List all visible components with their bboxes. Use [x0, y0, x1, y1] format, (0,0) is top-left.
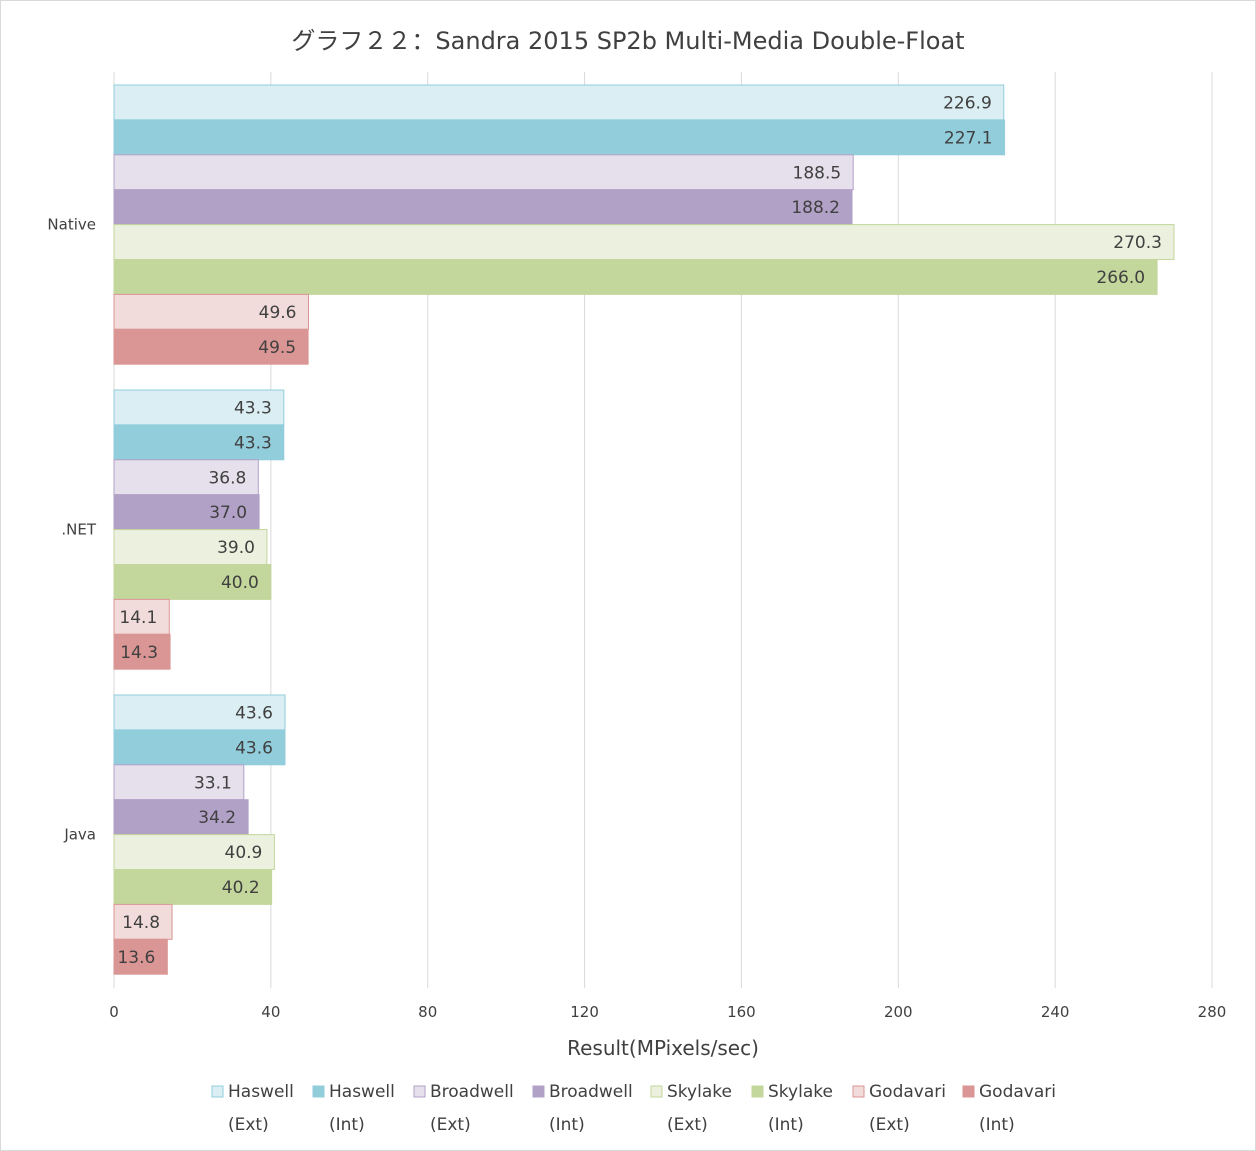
bar-java-4: [113, 834, 275, 870]
x-tick-label: 160: [727, 1003, 756, 1021]
legend-label: Skylake: [768, 1082, 833, 1102]
data-label: 270.3: [1113, 233, 1162, 253]
legend: Haswell (Ext) Haswell (Int) Broadwell (Ext) Br…: [211, 1082, 1056, 1135]
data-label: 40.2: [222, 878, 260, 898]
data-label: 49.6: [259, 303, 297, 323]
legend-label-sub: (Ext): [667, 1115, 708, 1135]
bar-java-6: [113, 903, 173, 940]
bar-net-1: [113, 424, 285, 461]
data-labels: 226.9 227.1 188.5 188.2 270.3 266.0 49.6 49.5 43…: [117, 93, 1161, 967]
legend-label: Broadwell: [430, 1082, 514, 1102]
bar-net-0: [113, 389, 285, 426]
bar-net-2: [113, 459, 259, 496]
legend-label-sub: (Int): [768, 1115, 804, 1135]
x-tick-label: 200: [884, 1003, 913, 1021]
legend-label: Haswell: [329, 1082, 395, 1102]
data-label: 39.0: [217, 538, 255, 558]
x-tick-label: 280: [1198, 1003, 1227, 1021]
bar-native-7: [113, 328, 309, 365]
bar-native-2: [113, 154, 854, 191]
bar-net-3: [113, 494, 260, 531]
category-labels: Native .NET Java: [47, 216, 96, 844]
bar-native-0: [113, 84, 1005, 121]
data-label: 43.3: [234, 398, 272, 418]
data-label: 49.5: [258, 338, 296, 358]
data-label: 43.6: [235, 703, 273, 723]
legend-label: Haswell: [228, 1082, 294, 1102]
data-label: 14.1: [119, 608, 157, 628]
legend-swatch: [312, 1085, 325, 1098]
bar-native-5: [113, 259, 1158, 295]
legend-label: Godavari: [869, 1082, 946, 1102]
bar-java-7: [113, 938, 168, 975]
data-label: 34.2: [198, 808, 236, 828]
x-axis-title: Result(MPixels/sec): [567, 1036, 759, 1060]
data-label: 227.1: [944, 128, 993, 148]
data-label: 37.0: [209, 503, 247, 523]
bar-java-2: [113, 764, 245, 801]
data-label: 188.5: [793, 163, 842, 183]
legend-label: Godavari: [979, 1082, 1056, 1102]
data-label: 43.6: [235, 738, 273, 758]
bar-java-0: [113, 694, 286, 731]
bar-net-5: [113, 564, 272, 600]
bar-net-7: [113, 633, 171, 670]
bar-native-1: [113, 119, 1006, 156]
data-label: 13.6: [117, 948, 155, 968]
bar-native-4: [113, 224, 1175, 261]
legend-label-sub: (Int): [329, 1115, 365, 1135]
bars: [113, 84, 1175, 975]
bar-net-4: [113, 529, 268, 565]
legend-swatch: [852, 1085, 865, 1098]
legend-swatch: [211, 1085, 224, 1098]
legend-label-sub: (Int): [979, 1115, 1015, 1135]
legend-label: Broadwell: [549, 1082, 633, 1102]
bar-native-3: [113, 189, 853, 226]
bar-net-6: [113, 598, 170, 635]
data-label: 14.3: [120, 643, 158, 663]
legend-label-sub: (Ext): [869, 1115, 910, 1135]
data-label: 226.9: [943, 93, 992, 113]
data-label: 33.1: [194, 773, 232, 793]
legend-swatch: [413, 1085, 426, 1098]
chart-title: グラフ２２：Sandra 2015 SP2b Multi-Media Doubl…: [291, 27, 964, 55]
data-label: 14.8: [122, 913, 160, 933]
data-label: 40.0: [221, 573, 259, 593]
legend-swatch: [650, 1085, 663, 1098]
x-tick-label: 0: [109, 1003, 119, 1021]
data-label: 40.9: [225, 843, 263, 863]
legend-label-sub: (Int): [549, 1115, 585, 1135]
legend-swatch: [962, 1085, 975, 1098]
category-label: Java: [63, 826, 96, 844]
bar-java-1: [113, 729, 286, 766]
bar-java-3: [113, 799, 249, 836]
x-tick-label: 120: [570, 1003, 599, 1021]
x-tick-labels: 0 40 80 120 160 200 240 280: [109, 1003, 1226, 1021]
data-label: 266.0: [1096, 268, 1145, 288]
legend-label-sub: (Ext): [430, 1115, 471, 1135]
data-label: 188.2: [791, 198, 840, 218]
legend-swatch: [532, 1085, 545, 1098]
category-label: .NET: [61, 521, 96, 539]
legend-label: Skylake: [667, 1082, 732, 1102]
data-label: 36.8: [208, 468, 246, 488]
category-label: Native: [47, 216, 96, 234]
bar-java-5: [113, 869, 273, 905]
data-label: 43.3: [234, 433, 272, 453]
legend-label-sub: (Ext): [228, 1115, 269, 1135]
x-tick-label: 80: [418, 1003, 437, 1021]
x-tick-label: 40: [261, 1003, 280, 1021]
legend-swatch: [751, 1085, 764, 1098]
x-tick-label: 240: [1041, 1003, 1070, 1021]
